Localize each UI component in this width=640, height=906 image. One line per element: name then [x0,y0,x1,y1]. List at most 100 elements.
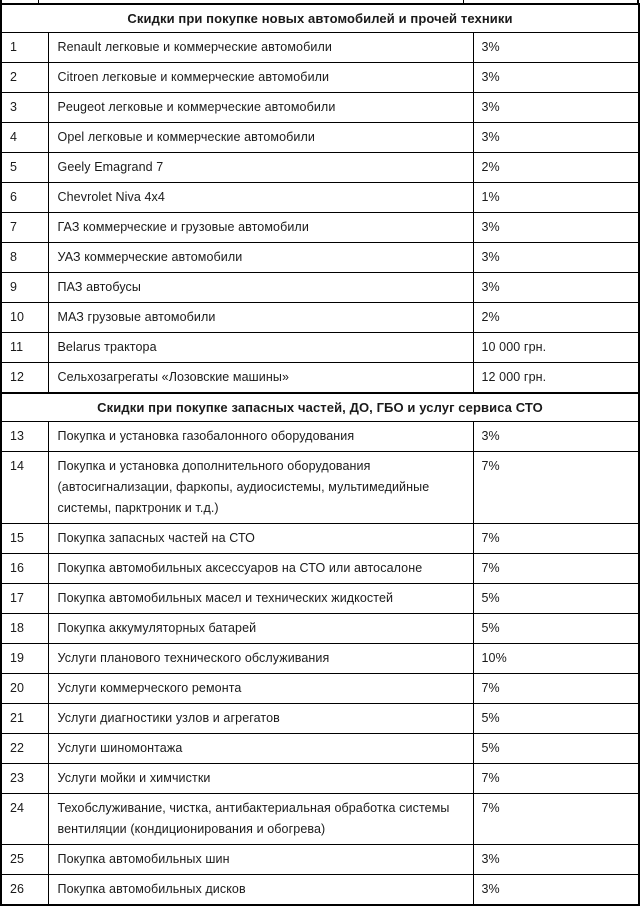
row-number: 5 [0,152,49,183]
row-value: 3% [472,272,640,303]
row-number: 1 [0,32,49,63]
table-row: 7 ГАЗ коммерческие и грузовые автомобили… [0,212,640,243]
row-item: Покупка аккумуляторных батарей [47,613,474,644]
row-item: Citroen легковые и коммерческие автомоби… [47,62,474,93]
row-number: 24 [0,793,49,845]
table-row: 18 Покупка аккумуляторных батарей 5% [0,613,640,644]
row-value: 5% [472,733,640,764]
column-divider-stub [38,0,39,3]
row-value: 5% [472,703,640,734]
table-left-border-stub [0,0,2,3]
section-header-row: Скидки при покупке новых автомобилей и п… [0,3,640,33]
row-value: 3% [472,62,640,93]
row-item: Услуги планового технического обслуживан… [47,643,474,674]
row-item: Услуги шиномонтажа [47,733,474,764]
row-item: Услуги коммерческого ремонта [47,673,474,704]
row-item: Opel легковые и коммерческие автомобили [47,122,474,153]
row-item: Услуги диагностики узлов и агрегатов [47,703,474,734]
table-row: 22 Услуги шиномонтажа 5% [0,733,640,764]
row-item: Сельхозагрегаты «Лозовские машины» [47,362,474,394]
row-number: 17 [0,583,49,614]
row-item: Покупка автомобильных шин [47,844,474,875]
table-row: 4 Opel легковые и коммерческие автомобил… [0,122,640,153]
row-value: 10% [472,643,640,674]
row-value: 2% [472,152,640,183]
row-item: Chevrolet Niva 4x4 [47,182,474,213]
row-value: 5% [472,613,640,644]
row-number: 26 [0,874,49,906]
table-row: 5 Geely Emagrand 7 2% [0,152,640,183]
row-item: Техобслуживание, чистка, антибактериальн… [47,793,474,845]
row-item: Geely Emagrand 7 [47,152,474,183]
discount-table: Скидки при покупке новых автомобилей и п… [0,3,640,906]
row-number: 19 [0,643,49,674]
section-header: Скидки при покупке запасных частей, ДО, … [0,392,640,422]
row-number: 10 [0,302,49,333]
row-value: 7% [472,451,640,524]
row-value: 7% [472,763,640,794]
table-row: 17 Покупка автомобильных масел и техниче… [0,583,640,614]
row-number: 7 [0,212,49,243]
row-number: 6 [0,182,49,213]
row-number: 20 [0,673,49,704]
row-value: 3% [472,212,640,243]
row-item: МАЗ грузовые автомобили [47,302,474,333]
section-header-row: Скидки при покупке запасных частей, ДО, … [0,392,640,422]
row-value: 12 000 грн. [472,362,640,394]
row-number: 23 [0,763,49,794]
table-row: 13 Покупка и установка газобалонного обо… [0,421,640,452]
row-number: 25 [0,844,49,875]
row-value: 5% [472,583,640,614]
table-row: 9 ПАЗ автобусы 3% [0,272,640,303]
table-row: 3 Peugeot легковые и коммерческие автомо… [0,92,640,123]
row-value: 7% [472,673,640,704]
row-number: 22 [0,733,49,764]
row-value: 3% [472,242,640,273]
table-row: 14 Покупка и установка дополнительного о… [0,451,640,524]
row-item: Покупка и установка газобалонного оборуд… [47,421,474,452]
table-row: 25 Покупка автомобильных шин 3% [0,844,640,875]
table-row: 24 Техобслуживание, чистка, антибактериа… [0,793,640,845]
row-item: Покупка автомобильных масел и технически… [47,583,474,614]
row-value: 1% [472,182,640,213]
row-item: ПАЗ автобусы [47,272,474,303]
row-value: 3% [472,421,640,452]
row-value: 7% [472,523,640,554]
row-number: 4 [0,122,49,153]
row-item: Покупка запасных частей на СТО [47,523,474,554]
table-row: 26 Покупка автомобильных дисков 3% [0,874,640,906]
table-row: 19 Услуги планового технического обслужи… [0,643,640,674]
row-value: 2% [472,302,640,333]
row-item: Покупка и установка дополнительного обор… [47,451,474,524]
row-item: Покупка автомобильных дисков [47,874,474,906]
row-value: 3% [472,122,640,153]
table-right-border-stub [637,0,639,3]
row-number: 16 [0,553,49,584]
row-number: 3 [0,92,49,123]
row-value: 7% [472,793,640,845]
row-value: 3% [472,874,640,906]
row-item: Покупка автомобильных аксессуаров на СТО… [47,553,474,584]
table-row: 1 Renault легковые и коммерческие автомо… [0,32,640,63]
row-item: УАЗ коммерческие автомобили [47,242,474,273]
row-item: Peugeot легковые и коммерческие автомоби… [47,92,474,123]
row-item: Услуги мойки и химчистки [47,763,474,794]
table-row: 21 Услуги диагностики узлов и агрегатов … [0,703,640,734]
column-divider-stub [463,0,464,3]
row-value: 3% [472,92,640,123]
table-row: 12 Сельхозагрегаты «Лозовские машины» 12… [0,362,640,394]
row-number: 8 [0,242,49,273]
row-value: 7% [472,553,640,584]
row-item: ГАЗ коммерческие и грузовые автомобили [47,212,474,243]
row-number: 2 [0,62,49,93]
row-number: 14 [0,451,49,524]
row-value: 3% [472,844,640,875]
row-value: 3% [472,32,640,63]
row-number: 12 [0,362,49,394]
row-number: 13 [0,421,49,452]
table-row: 6 Chevrolet Niva 4x4 1% [0,182,640,213]
row-number: 15 [0,523,49,554]
row-value: 10 000 грн. [472,332,640,363]
table-row: 23 Услуги мойки и химчистки 7% [0,763,640,794]
row-number: 11 [0,332,49,363]
